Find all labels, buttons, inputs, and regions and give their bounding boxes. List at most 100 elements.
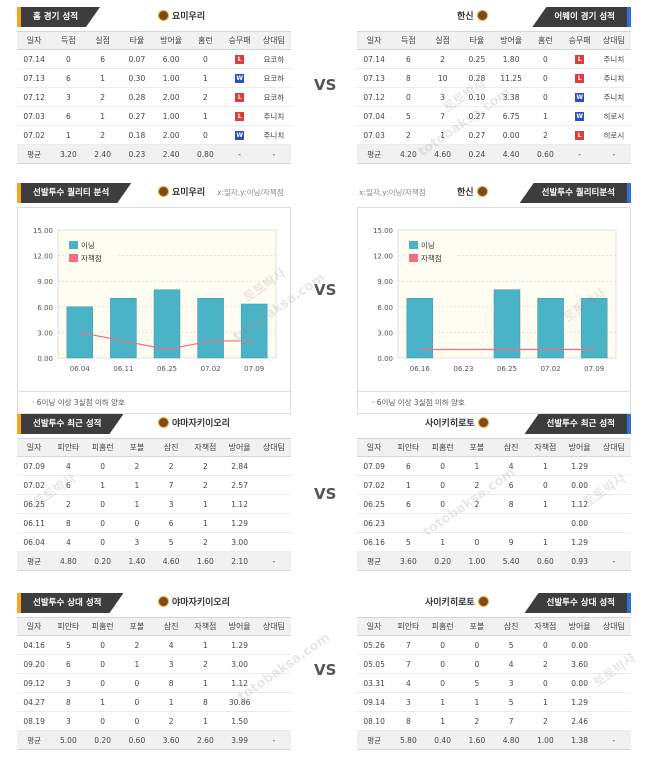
table-cell: 8: [494, 494, 529, 514]
table-cell: 0: [425, 475, 460, 495]
y-tick-label: 9.00: [37, 278, 53, 286]
avg-allowed: 4.60: [425, 144, 460, 164]
cell-date: 07.14: [357, 49, 392, 69]
table-cell: 8: [154, 673, 189, 693]
avg-cell: 0.20: [85, 551, 120, 571]
column-header: 삼진: [154, 438, 189, 457]
cell-hr: 1: [188, 106, 223, 126]
table-cell: [596, 673, 631, 693]
table-cell: 8: [188, 692, 223, 712]
right-vs-pitcher-label: 사이키히로토: [425, 598, 475, 608]
column-header: 방어율: [562, 617, 597, 636]
table-cell: 30.86: [222, 692, 257, 712]
table-cell: 1: [425, 692, 460, 712]
table-row: 08.10 8 1 2 7 2 2.46: [357, 711, 631, 731]
table-cell: 9: [494, 532, 529, 552]
column-header: 포볼: [119, 617, 154, 636]
table-cell: 0: [119, 692, 154, 712]
column-header: 자책점: [528, 617, 563, 636]
table-cell: 3: [494, 673, 529, 693]
table-row: 03.31 4 0 5 3 0 0.00: [357, 673, 631, 693]
table-cell: 2: [188, 532, 223, 552]
column-header: 홈런: [188, 31, 223, 50]
column-header: 피안타: [391, 438, 426, 457]
right-recent-table: 일자 피안타 피홈런 포볼 삼진 자책점 방어율 상대팀 07.09 6 0 1 4 1 1.29 07.02…: [357, 438, 631, 571]
table-cell: 3: [391, 692, 426, 712]
cell-avg: 0.28: [459, 68, 494, 88]
right-vs-header: 사이키히로토 선발투수 상대 성적: [357, 593, 631, 613]
table-row: 06.04 4 0 3 5 2 3.00: [17, 532, 291, 552]
column-header: 삼진: [494, 438, 529, 457]
avg-cell: 4.80: [51, 551, 86, 571]
cell-runs: 2: [391, 125, 426, 145]
bar: [240, 303, 268, 359]
table-cell: 2: [459, 711, 494, 731]
table-cell: 07.09: [357, 456, 392, 476]
table-row: 06.25 6 0 2 8 1 1.12: [357, 494, 631, 514]
table-row: 07.13 6 1 0.30 1.00 1 W 요코하: [17, 68, 291, 88]
table-cell: [596, 475, 631, 495]
avg-cell: 1.60: [188, 551, 223, 571]
table-cell: [596, 692, 631, 712]
cell-avg: 0.07: [119, 49, 154, 69]
table-row: 04.27 8 1 0 1 8 30.86: [17, 692, 291, 712]
column-header: 상대팀: [256, 31, 291, 50]
legend-swatch: [69, 241, 78, 249]
table-cell: 1: [528, 456, 563, 476]
table-cell: 6: [391, 494, 426, 514]
column-header: 상대팀: [596, 438, 631, 457]
table-row: 07.09 4 0 2 2 2 2.84: [17, 456, 291, 476]
table-cell: 0: [459, 635, 494, 655]
result-badge: L: [575, 55, 585, 64]
column-header: 상대팀: [596, 31, 631, 50]
column-header: 포볼: [459, 617, 494, 636]
left-vs-panel: 선발투수 상대 성적 야마자키이오리 일자 피안타 피홈런 포볼 삼진 자책점 방어율 상대팀…: [17, 593, 291, 750]
cell-runs: 6: [51, 68, 86, 88]
y-tick-label: 9.00: [377, 278, 393, 286]
right-vs-tab: 선발투수 상대 성적: [524, 593, 631, 613]
table-cell: 2: [188, 475, 223, 495]
table-cell: 3.60: [562, 654, 597, 674]
left-vs-tab: 선발투수 상대 성적: [17, 593, 123, 613]
cell-date: 07.02: [17, 125, 52, 145]
column-header: 포볼: [459, 438, 494, 457]
avg-cell: 0.93: [562, 551, 597, 571]
table-cell: 6: [154, 513, 189, 533]
avg-cell: 1.00: [528, 730, 563, 750]
cell-era: 2.00: [154, 125, 189, 145]
cell-hr: 1: [188, 68, 223, 88]
column-header: 타율: [459, 31, 494, 50]
table-cell: [596, 456, 631, 476]
table-cell: 0.00: [562, 673, 597, 693]
team-logo-icon: [158, 596, 169, 607]
table-cell: 4: [51, 532, 86, 552]
table-cell: 2: [528, 711, 563, 731]
table-cell: 1: [119, 654, 154, 674]
left-recent-header: 선발투수 최근 성적 야마자키이오리: [17, 414, 291, 434]
table-cell: 0: [85, 513, 120, 533]
cell-avg: 0.28: [119, 87, 154, 107]
table-cell: 1.29: [222, 513, 257, 533]
right-vs-panel: 사이키히로토 선발투수 상대 성적 일자 피안타 피홈런 포볼 삼진 자책점 방어율 상대팀 0…: [357, 593, 631, 750]
column-header: 홈런: [528, 31, 563, 50]
table-cell: 06.11: [17, 513, 52, 533]
result-badge: W: [575, 112, 585, 121]
home-record-header: 홈 경기 성적 요미우리: [17, 7, 291, 27]
left-recent-panel: 선발투수 최근 성적 야마자키이오리 일자 피안타 피홈런 포볼 삼진 자책점 방어율 상대팀…: [17, 414, 291, 571]
right-quality-header: x:일자,y:이닝/자책점 한신 선발투수 퀄리티분석: [357, 183, 631, 203]
avg-cell: 5.00: [51, 730, 86, 750]
right-recent-pitcher-label: 사이키히로토: [425, 419, 475, 429]
average-row: 평균 5.80 0.40 1.60 4.80 1.00 1.38-: [357, 730, 631, 750]
column-header: 일자: [357, 438, 392, 457]
avg-cell: 1.00: [459, 551, 494, 571]
table-cell: 6: [494, 475, 529, 495]
x-tick-label: 07.02: [201, 365, 221, 373]
cell-result: W: [562, 106, 597, 126]
bar: [197, 298, 224, 359]
table-cell: 3: [51, 711, 86, 731]
avg-era: 2.40: [154, 144, 189, 164]
table-cell: [596, 635, 631, 655]
table-cell: 5: [154, 532, 189, 552]
table-cell: 3: [51, 673, 86, 693]
cell-runs: 0: [391, 87, 426, 107]
